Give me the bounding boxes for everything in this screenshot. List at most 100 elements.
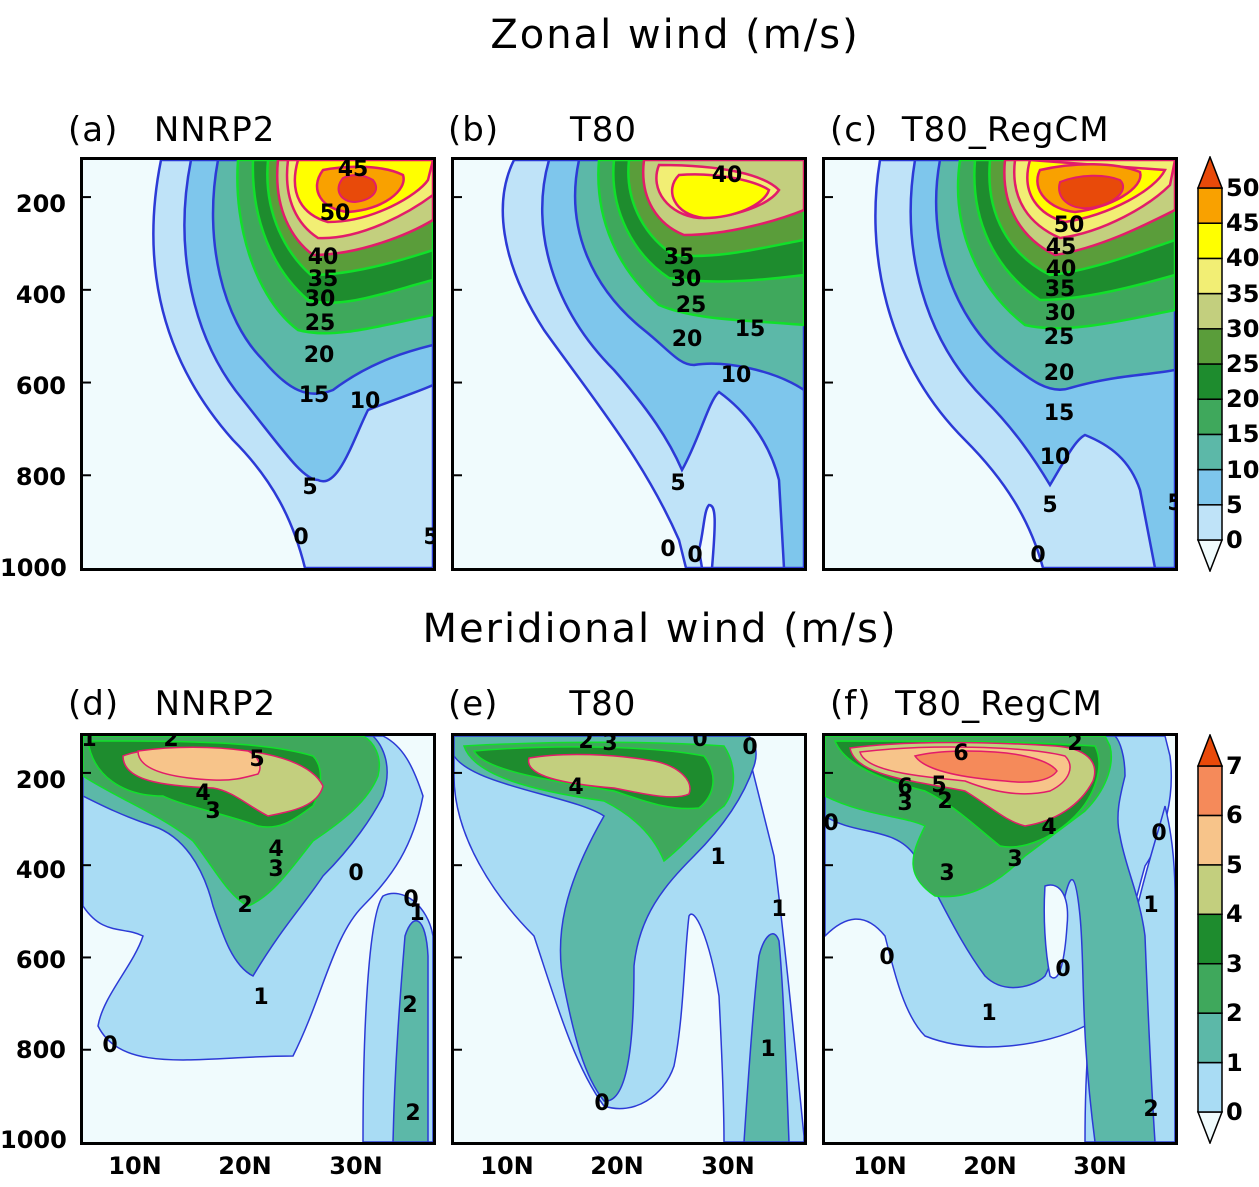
- contour-label-6: 6: [953, 741, 968, 766]
- meridional-colorbar: [1196, 734, 1224, 1144]
- panel-e-contour-labels: 2 3 0 0 4 1 1 1 0: [568, 736, 786, 1116]
- x-tick-30n-e: 30N: [701, 1152, 755, 1180]
- zonal-colorbar-label: 10: [1226, 455, 1259, 484]
- contour-label-0b: 0: [403, 887, 418, 912]
- contour-label-1c: 1: [760, 1037, 775, 1062]
- contour-label-10: 10: [721, 363, 752, 388]
- panel-a-label: (a) NNRP2: [68, 110, 276, 150]
- contour-label-30: 30: [671, 267, 702, 292]
- meridional-colorbar-label: 0: [1226, 1098, 1243, 1126]
- meridional-colorbar-swatch: [1197, 814, 1223, 866]
- contour-label-2b: 2: [937, 789, 952, 814]
- meridional-colorbar-swatch: [1197, 1061, 1223, 1113]
- zonal-colorbar-label: 0: [1226, 526, 1243, 554]
- contour-label-45: 45: [338, 160, 369, 182]
- meridional-colorbar-label: 1: [1226, 1048, 1243, 1077]
- x-tick-30n-d: 30N: [329, 1152, 383, 1180]
- y-tick-600-bottom: 600: [15, 946, 66, 974]
- meridional-colorbar-label: 5: [1226, 850, 1243, 879]
- contour-label-5b: 5: [423, 525, 433, 550]
- panel-a-contour-labels: 45 50 40 35 30 25 20 15 10 5 0 5: [293, 160, 433, 550]
- panel-f-label: (f) T80_RegCM: [830, 684, 1103, 724]
- contour-label-50: 50: [320, 201, 351, 226]
- panel-f-contour-labels: 6 2 6 5 3 2 0 4 0 3 3 1 0 0 1 2: [825, 736, 1167, 1122]
- contour-label-35: 35: [664, 245, 695, 270]
- meridional-colorbar-swatch: [1197, 765, 1223, 817]
- contour-label-15: 15: [735, 317, 766, 342]
- panel-d-label: (d) NNRP2: [68, 684, 277, 724]
- meridional-colorbar-swatch: [1197, 913, 1223, 965]
- contour-label-5: 5: [931, 773, 946, 798]
- zonal-colorbar-swatch: [1197, 222, 1223, 260]
- contour-label-2: 2: [578, 736, 593, 754]
- zonal-colorbar-label: 45: [1226, 209, 1259, 238]
- contour-label-20: 20: [1044, 361, 1075, 386]
- meridional-colorbar-swatch: [1197, 1012, 1223, 1064]
- contour-label-40: 40: [1046, 257, 1077, 282]
- y-tick-400-top: 400: [15, 281, 66, 309]
- contour-label-3b: 3: [939, 861, 954, 886]
- meridional-colorbar-label: 7: [1226, 752, 1243, 780]
- contour-label-1: 1: [83, 736, 97, 752]
- meridional-colorbar-swatch: [1197, 962, 1223, 1014]
- contour-label-2c: 2: [1143, 1097, 1158, 1122]
- zonal-colorbar-label: 40: [1226, 244, 1259, 273]
- contour-label-3: 3: [602, 736, 617, 756]
- contour-label-0b: 0: [1151, 821, 1166, 846]
- contour-label-0c: 0: [879, 945, 894, 970]
- y-tick-200-top: 200: [15, 190, 66, 218]
- contour-label-1b: 1: [771, 897, 786, 922]
- panel-b-contour-labels: 40 35 30 25 20 15 10 5 0 0: [660, 163, 765, 568]
- contour-label-5: 5: [249, 747, 264, 772]
- contour-label-2c: 2: [402, 993, 417, 1018]
- contour-label-3: 3: [897, 791, 912, 816]
- y-tick-400-bottom: 400: [15, 856, 66, 884]
- x-tick-20n-e: 20N: [590, 1152, 644, 1180]
- contour-label-35: 35: [308, 267, 339, 292]
- zonal-colorbar-swatch: [1197, 292, 1223, 330]
- zonal-colorbar-swatch: [1197, 363, 1223, 400]
- contour-label-15: 15: [1044, 401, 1075, 426]
- y-tick-200-bottom: 200: [15, 766, 66, 794]
- contour-label-1b: 1: [409, 901, 424, 926]
- panel-d-contour-labels: 1 2 5 4 3 4 3 0 2 0 1 1 0 2 2: [83, 736, 425, 1126]
- zonal-colorbar-label: 50: [1226, 174, 1259, 202]
- contour-label-5b: 5: [1167, 491, 1175, 516]
- contour-label-15: 15: [299, 383, 330, 408]
- contour-label-0b: 0: [742, 736, 757, 760]
- contour-label-40: 40: [712, 163, 743, 188]
- contour-label-35: 35: [1045, 277, 1076, 302]
- contour-label-30: 30: [305, 287, 336, 312]
- contour-label-4b: 4: [268, 837, 283, 862]
- contour-label-5: 5: [1042, 493, 1057, 518]
- meridional-wind-title: Meridional wind (m/s): [422, 606, 898, 652]
- panel-e-plot: 2 3 0 0 4 1 1 1 0: [454, 736, 804, 1142]
- x-tick-10n-f: 10N: [853, 1152, 907, 1180]
- contour-label-10: 10: [1040, 445, 1071, 470]
- meridional-colorbar-label: 4: [1226, 900, 1243, 929]
- x-tick-10n-d: 10N: [108, 1152, 162, 1180]
- contour-label-3c: 3: [1007, 847, 1022, 872]
- contour-label-4: 4: [568, 775, 583, 800]
- zonal-colorbar-swatch: [1197, 187, 1223, 224]
- contour-label-0: 0: [348, 861, 363, 886]
- panel-c-contour-labels: 50 45 40 35 30 25 20 15 10 5 0 5: [1030, 213, 1175, 568]
- panel-d-meridional-nnrp2: 1 2 5 4 3 4 3 0 2 0 1 1 0 2 2: [80, 733, 436, 1145]
- contour-label-40: 40: [308, 245, 339, 270]
- zonal-colorbar-label: 35: [1226, 279, 1259, 308]
- meridional-colorbar-label: 6: [1226, 801, 1243, 830]
- contour-label-2: 2: [163, 736, 178, 752]
- panel-b-zonal-t80: 40 35 30 25 20 15 10 5 0 0: [451, 157, 807, 571]
- zonal-colorbar-swatch: [1197, 504, 1223, 541]
- contour-label-25: 25: [676, 293, 707, 318]
- y-tick-1000-bottom: 1000: [0, 1126, 67, 1154]
- contour-label-1b: 1: [981, 1001, 996, 1026]
- zonal-colorbar-swatch: [1197, 468, 1223, 506]
- contour-label-4: 4: [1041, 815, 1056, 840]
- x-tick-20n-f: 20N: [963, 1152, 1017, 1180]
- panel-a-zonal-nnrp2: 45 50 40 35 30 25 20 15 10 5 0 5: [80, 157, 436, 571]
- contour-label-0d: 0: [1055, 957, 1070, 982]
- panel-d-plot: 1 2 5 4 3 4 3 0 2 0 1 1 0 2 2: [83, 736, 433, 1142]
- contour-label-25: 25: [305, 311, 336, 336]
- contour-label-20: 20: [304, 343, 335, 368]
